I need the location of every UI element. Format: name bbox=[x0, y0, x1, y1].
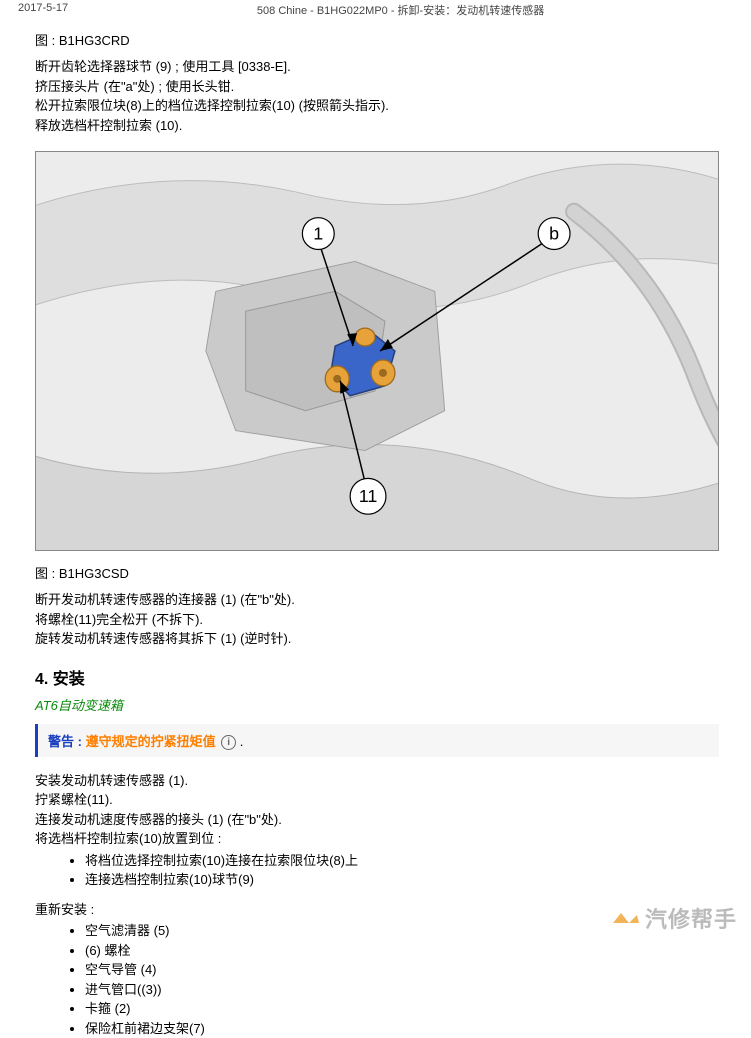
header-date: 2017-5-17 bbox=[18, 2, 68, 18]
instr-line: 拧紧螺栓(11). bbox=[35, 790, 719, 810]
instr-line: 将选档杆控制拉索(10)放置到位 : bbox=[35, 829, 719, 849]
list-item: (6) 螺栓 bbox=[85, 941, 719, 961]
list-item: 连接选档控制拉索(10)球节(9) bbox=[85, 870, 719, 890]
section-heading-install: 4. 安装 bbox=[35, 665, 719, 689]
list-item: 将档位选择控制拉索(10)连接在拉索限位块(8)上 bbox=[85, 851, 719, 871]
instr-line: 释放选档杆控制拉索 (10). bbox=[35, 116, 719, 136]
bullet-list-1: 将档位选择控制拉索(10)连接在拉索限位块(8)上 连接选档控制拉索(10)球节… bbox=[35, 851, 719, 890]
warning-text: 遵守规定的拧紧扭矩值 bbox=[86, 734, 220, 749]
instr-line: 连接发动机速度传感器的接头 (1) (在"b"处). bbox=[35, 810, 719, 830]
instr-line: 安装发动机转速传感器 (1). bbox=[35, 771, 719, 791]
list-item: 卡箍 (2) bbox=[85, 999, 719, 1019]
svg-text:11: 11 bbox=[359, 486, 378, 506]
page-header: 2017-5-17 508 Chine - B1HG022MP0 - 拆卸-安装… bbox=[0, 0, 751, 26]
technical-diagram: 1 b 11 bbox=[35, 151, 719, 551]
instr-line: 断开齿轮选择器球节 (9) ; 使用工具 [0338-E]. bbox=[35, 57, 719, 77]
instructions-block-1: 断开齿轮选择器球节 (9) ; 使用工具 [0338-E]. 挤压接头片 (在"… bbox=[35, 57, 719, 135]
list-item: 空气导管 (4) bbox=[85, 960, 719, 980]
warning-label: 警告 : bbox=[48, 734, 86, 749]
watermark-text: 汽修帮手 bbox=[645, 902, 737, 934]
warning-box: 警告 : 遵守规定的拧紧扭矩值 i . bbox=[35, 724, 719, 757]
watermark-icon bbox=[611, 907, 641, 929]
info-icon[interactable]: i bbox=[221, 735, 236, 750]
page-content: 图 : B1HG3CRD 断开齿轮选择器球节 (9) ; 使用工具 [0338-… bbox=[0, 26, 751, 1038]
figure-label-2: 图 : B1HG3CSD bbox=[35, 559, 719, 582]
instr-line: 断开发动机转速传感器的连接器 (1) (在"b"处). bbox=[35, 590, 719, 610]
svg-text:b: b bbox=[549, 224, 559, 244]
watermark: 汽修帮手 bbox=[611, 902, 737, 934]
list-item: 保险杠前裙边支架(7) bbox=[85, 1019, 719, 1038]
instr-line: 挤压接头片 (在"a"处) ; 使用长头钳. bbox=[35, 77, 719, 97]
instr-line: 旋转发动机转速传感器将其拆下 (1) (逆时针). bbox=[35, 629, 719, 649]
instructions-block-2: 断开发动机转速传感器的连接器 (1) (在"b"处). 将螺栓(11)完全松开 … bbox=[35, 590, 719, 649]
section-sub: AT6自动变速箱 bbox=[35, 695, 719, 714]
bullet-list-2: 空气滤清器 (5) (6) 螺栓 空气导管 (4) 进气管口((3)) 卡箍 (… bbox=[35, 921, 719, 1038]
svg-text:1: 1 bbox=[313, 224, 323, 244]
header-title: 508 Chine - B1HG022MP0 - 拆卸-安装：发动机转速传感器 bbox=[68, 2, 733, 18]
instructions-block-3: 安装发动机转速传感器 (1). 拧紧螺栓(11). 连接发动机速度传感器的接头 … bbox=[35, 771, 719, 849]
warning-period: . bbox=[236, 734, 243, 749]
instr-line: 将螺栓(11)完全松开 (不拆下). bbox=[35, 610, 719, 630]
instr-line: 松开拉索限位块(8)上的档位选择控制拉索(10) (按照箭头指示). bbox=[35, 96, 719, 116]
list-item: 进气管口((3)) bbox=[85, 980, 719, 1000]
figure-label-1: 图 : B1HG3CRD bbox=[35, 26, 719, 49]
diagram-svg: 1 b 11 bbox=[36, 152, 718, 550]
